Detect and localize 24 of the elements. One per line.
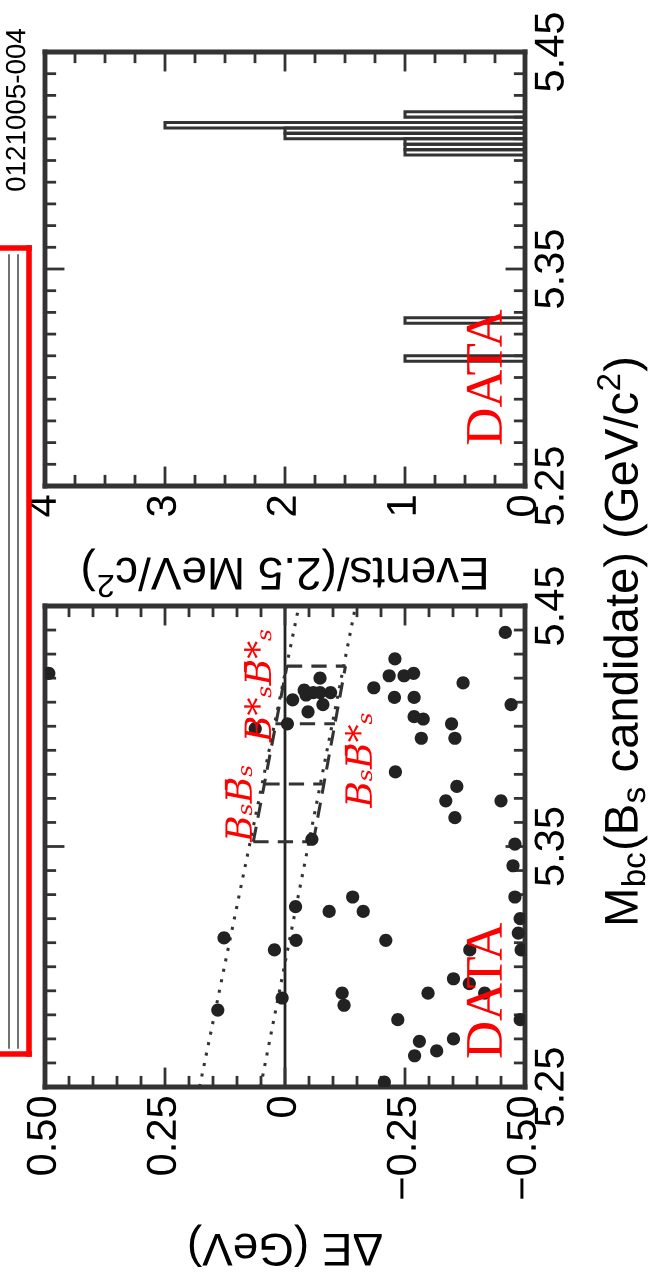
- annotation: B*ₛB̄*ₛ: [244, 630, 272, 743]
- text: 0121005-004: [5, 28, 26, 191]
- x-tick-label: 0: [506, 495, 537, 516]
- x-tick-label: −0.50: [506, 1096, 537, 1199]
- x-tick-label: −0.25: [386, 1097, 417, 1199]
- annotation: BₛB̄ₛ: [224, 765, 253, 843]
- x-tick-label: 0: [266, 1096, 297, 1117]
- y-tick-label: 5.25: [534, 1048, 564, 1126]
- y-tick-label: 5.25: [534, 447, 564, 525]
- y-tick-label: 5.45: [534, 567, 564, 645]
- y-tick-label: 5.35: [534, 230, 564, 308]
- x-tick-label: 0.25: [146, 1097, 177, 1175]
- x-tick-label: 3: [146, 496, 177, 516]
- annotation: DATA: [466, 309, 502, 445]
- x-tick-label: 0.50: [26, 1096, 57, 1175]
- x-tick-label: 1: [387, 496, 416, 515]
- annotation: DATA: [466, 922, 502, 1058]
- x-tick-label: 2: [266, 496, 296, 516]
- x-axis-title: ΔE (GeV): [189, 1224, 382, 1268]
- annotation: BₛB̄*ₛ: [344, 713, 373, 809]
- x-axis-title: Events/(2.5 MeV/c$^{2}$): [83, 548, 486, 598]
- y-tick-label: 5.35: [534, 807, 564, 886]
- y-axis-title: M$_{bc}$(B$_{s}$ candidate) (GeV/c$^{2}$): [597, 359, 648, 924]
- y-tick-label: 5.45: [534, 13, 564, 91]
